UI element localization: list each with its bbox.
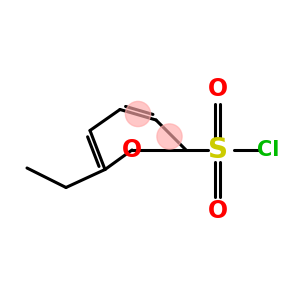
- Text: Cl: Cl: [257, 140, 280, 160]
- Text: O: O: [207, 76, 228, 100]
- Text: O: O: [207, 200, 228, 224]
- Circle shape: [157, 124, 182, 149]
- Text: O: O: [122, 138, 142, 162]
- Circle shape: [125, 101, 151, 127]
- Text: S: S: [208, 136, 227, 164]
